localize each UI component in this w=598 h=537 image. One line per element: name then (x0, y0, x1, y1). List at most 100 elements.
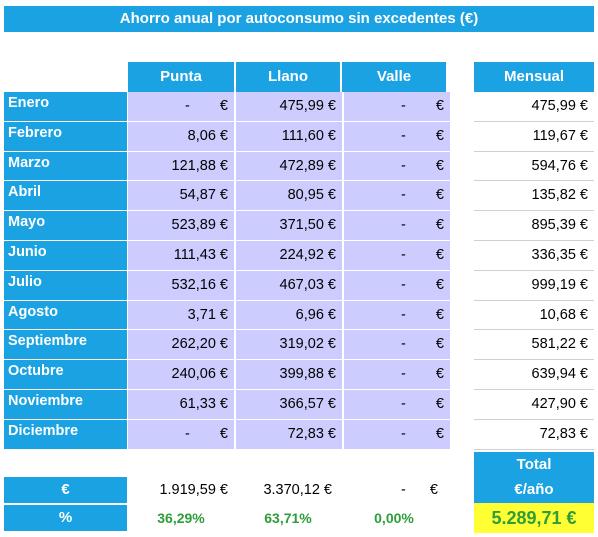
llano-cell: 111,60 € (236, 121, 342, 152)
valle-euro: € (435, 276, 444, 293)
table-row: Diciembre - €72,83 € - €72,83 € (4, 419, 594, 450)
table-row: Octubre 240,06 €399,88 € - €639,94 € (4, 360, 594, 390)
total-valle-euro: € (429, 482, 438, 498)
total-label-1: Total (474, 452, 594, 477)
total-valle-dash: - (401, 482, 406, 498)
mensual-cell: 135,82 € (474, 181, 594, 212)
punta-cell: 532,16 € (128, 270, 234, 301)
table-row: Junio 111,43 €224,92 € - €336,35 € (4, 241, 594, 271)
pct-llano: 63,71% (264, 510, 312, 526)
valle-dash: - (401, 336, 406, 353)
header-punta: Punta (128, 62, 234, 92)
valle-dash: - (401, 306, 406, 323)
valle-dash: - (401, 247, 406, 263)
table-row: Septiembre 262,20 €319,02 € - €581,22 € (4, 330, 594, 361)
punta-cell: 54,87 € (128, 181, 234, 212)
valle-cell: - € (344, 390, 450, 420)
table-row: Abril 54,87 €80,95 € - €135,82 € (4, 181, 594, 212)
table-row: Julio 532,16 €467,03 € - € 999,19 € (4, 270, 594, 301)
valle-cell: - € (344, 270, 450, 301)
llano-cell: 6,96 € (236, 300, 342, 331)
table-title: Ahorro anual por autoconsumo sin exceden… (4, 6, 594, 32)
punta-dash: - (185, 425, 190, 442)
mensual-cell: 427,90 € (474, 390, 594, 420)
valle-cell: - € (344, 330, 450, 361)
mensual-cell: 999,19 € (474, 270, 594, 301)
llano-cell: 319,02 € (236, 330, 342, 361)
valle-dash: - (401, 217, 406, 234)
valle-dash: - (401, 396, 406, 412)
pct-valle: 0,00% (374, 510, 414, 526)
valle-dash: - (401, 98, 406, 114)
mensual-cell: 10,68 € (474, 300, 594, 331)
llano-cell: 80,95 € (236, 181, 342, 212)
valle-euro: € (435, 336, 444, 353)
table-row: Noviembre 61,33 €366,57 € - € 427,90 € (4, 390, 594, 420)
mensual-cell: 895,39 € (474, 211, 594, 241)
mensual-cell: 475,99 € (474, 92, 594, 122)
month-label: Noviembre (4, 390, 127, 420)
punta-cell: 523,89 € (128, 211, 234, 241)
mensual-cell: 119,67 € (474, 121, 594, 152)
punta-cell: 121,88 € (128, 151, 234, 182)
mensual-cell: 72,83 € (474, 419, 594, 450)
valle-euro: € (435, 187, 444, 204)
mensual-cell: 336,35 € (474, 241, 594, 271)
table-row: Marzo 121,88 €472,89 € - €594,76 € (4, 151, 594, 182)
valle-euro: € (435, 247, 444, 263)
llano-cell: 472,89 € (236, 151, 342, 182)
valle-euro: € (435, 366, 444, 383)
valle-euro: € (435, 98, 444, 114)
month-label: Febrero (4, 121, 127, 152)
total-label-2: €/año (474, 477, 594, 503)
valle-cell: - € (344, 300, 450, 331)
month-label: Junio (4, 241, 127, 271)
month-label: Diciembre (4, 419, 127, 450)
table-row: Agosto 3,71 €6,96 € - €10,68 € (4, 300, 594, 331)
valle-cell: - € (344, 181, 450, 212)
llano-cell: 371,50 € (236, 211, 342, 241)
llano-cell: 72,83 € (236, 419, 342, 450)
total-value: 5.289,71 € (474, 503, 594, 533)
valle-dash: - (401, 157, 406, 174)
llano-cell: 475,99 € (236, 92, 342, 122)
table-row: Febrero 8,06 €111,60 € - €119,67 € (4, 121, 594, 152)
valle-dash: - (401, 127, 406, 144)
valle-euro: € (435, 127, 444, 144)
punta-cell: 111,43 € (128, 241, 234, 271)
valle-cell: - € (344, 419, 450, 450)
llano-cell: 224,92 € (236, 241, 342, 271)
mensual-cell: 581,22 € (474, 330, 594, 361)
punta-euro: € (219, 98, 228, 114)
valle-dash: - (401, 366, 406, 383)
valle-euro: € (435, 306, 444, 323)
punta-cell: 3,71 € (128, 300, 234, 331)
punta-cell: 8,06 € (128, 121, 234, 152)
valle-euro: € (435, 157, 444, 174)
valle-dash: - (401, 187, 406, 204)
llano-cell: 366,57 € (236, 390, 342, 420)
total-punta: 1.919,59 € (159, 482, 228, 498)
pct-row-label: % (4, 505, 127, 531)
table-row: Enero - €475,99 € - €475,99 € (4, 92, 594, 122)
month-label: Octubre (4, 360, 127, 390)
month-label: Agosto (4, 300, 127, 331)
punta-cell: - € (128, 92, 234, 122)
valle-euro: € (435, 425, 444, 442)
pct-punta: 36,29% (128, 505, 234, 531)
llano-cell: 467,03 € (236, 270, 342, 301)
month-label: Abril (4, 181, 127, 212)
valle-dash: - (401, 425, 406, 442)
header-valle: Valle (342, 62, 446, 92)
valle-cell: - € (344, 92, 450, 122)
total-llano: 3.370,12 € (263, 482, 332, 498)
punta-dash: - (185, 98, 190, 114)
total-valle: - € (340, 477, 446, 503)
punta-cell: 240,06 € (128, 360, 234, 390)
punta-cell: - € (128, 419, 234, 450)
punta-cell: 61,33 € (128, 390, 234, 420)
valle-euro: € (435, 217, 444, 234)
valle-cell: - € (344, 360, 450, 390)
euro-row-label: € (4, 477, 127, 503)
month-label: Julio (4, 270, 127, 301)
